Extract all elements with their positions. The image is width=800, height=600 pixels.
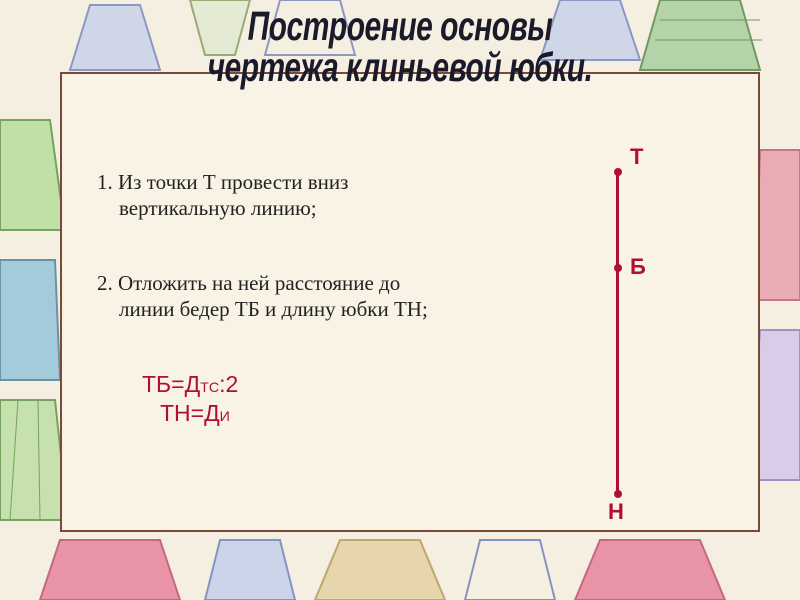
formula-tb-a: ТБ=Д [142,371,200,397]
step-2-text: Отложить на ней расстояние до линии беде… [118,271,428,321]
step-2-num: 2. [97,271,113,295]
diagram: Т Б Н [558,154,678,514]
point-t [614,168,622,176]
slide-title: Построение основы чертежа клиньевой юбки… [0,8,800,89]
formula-tn-sub: И [220,409,230,425]
point-b [614,264,622,272]
formula-tn: ТН=ДИ [142,399,457,428]
formulas: ТБ=ДТС:2 ТН=ДИ [142,370,457,428]
content-panel: 1. Из точки Т провести вниз вертикальную… [60,72,760,532]
formula-tb-sub: ТС [200,380,219,396]
diagram-vertical-line [616,172,619,494]
formula-tb: ТБ=ДТС:2 [142,370,457,399]
label-n: Н [608,499,624,525]
steps-list: 1. Из точки Т провести вниз вертикальную… [97,169,457,428]
point-n [614,490,622,498]
label-t: Т [630,144,643,170]
formula-tn-a: ТН=Д [160,400,220,426]
formula-tb-b: :2 [219,371,238,397]
title-line-2: чертежа клиньевой юбки. [0,41,800,96]
step-1: 1. Из точки Т провести вниз вертикальную… [97,169,457,222]
label-b: Б [630,254,646,280]
step-1-text: Из точки Т провести вниз вертикальную ли… [118,170,348,220]
step-2: 2. Отложить на ней расстояние до линии б… [97,270,457,323]
step-1-num: 1. [97,170,113,194]
